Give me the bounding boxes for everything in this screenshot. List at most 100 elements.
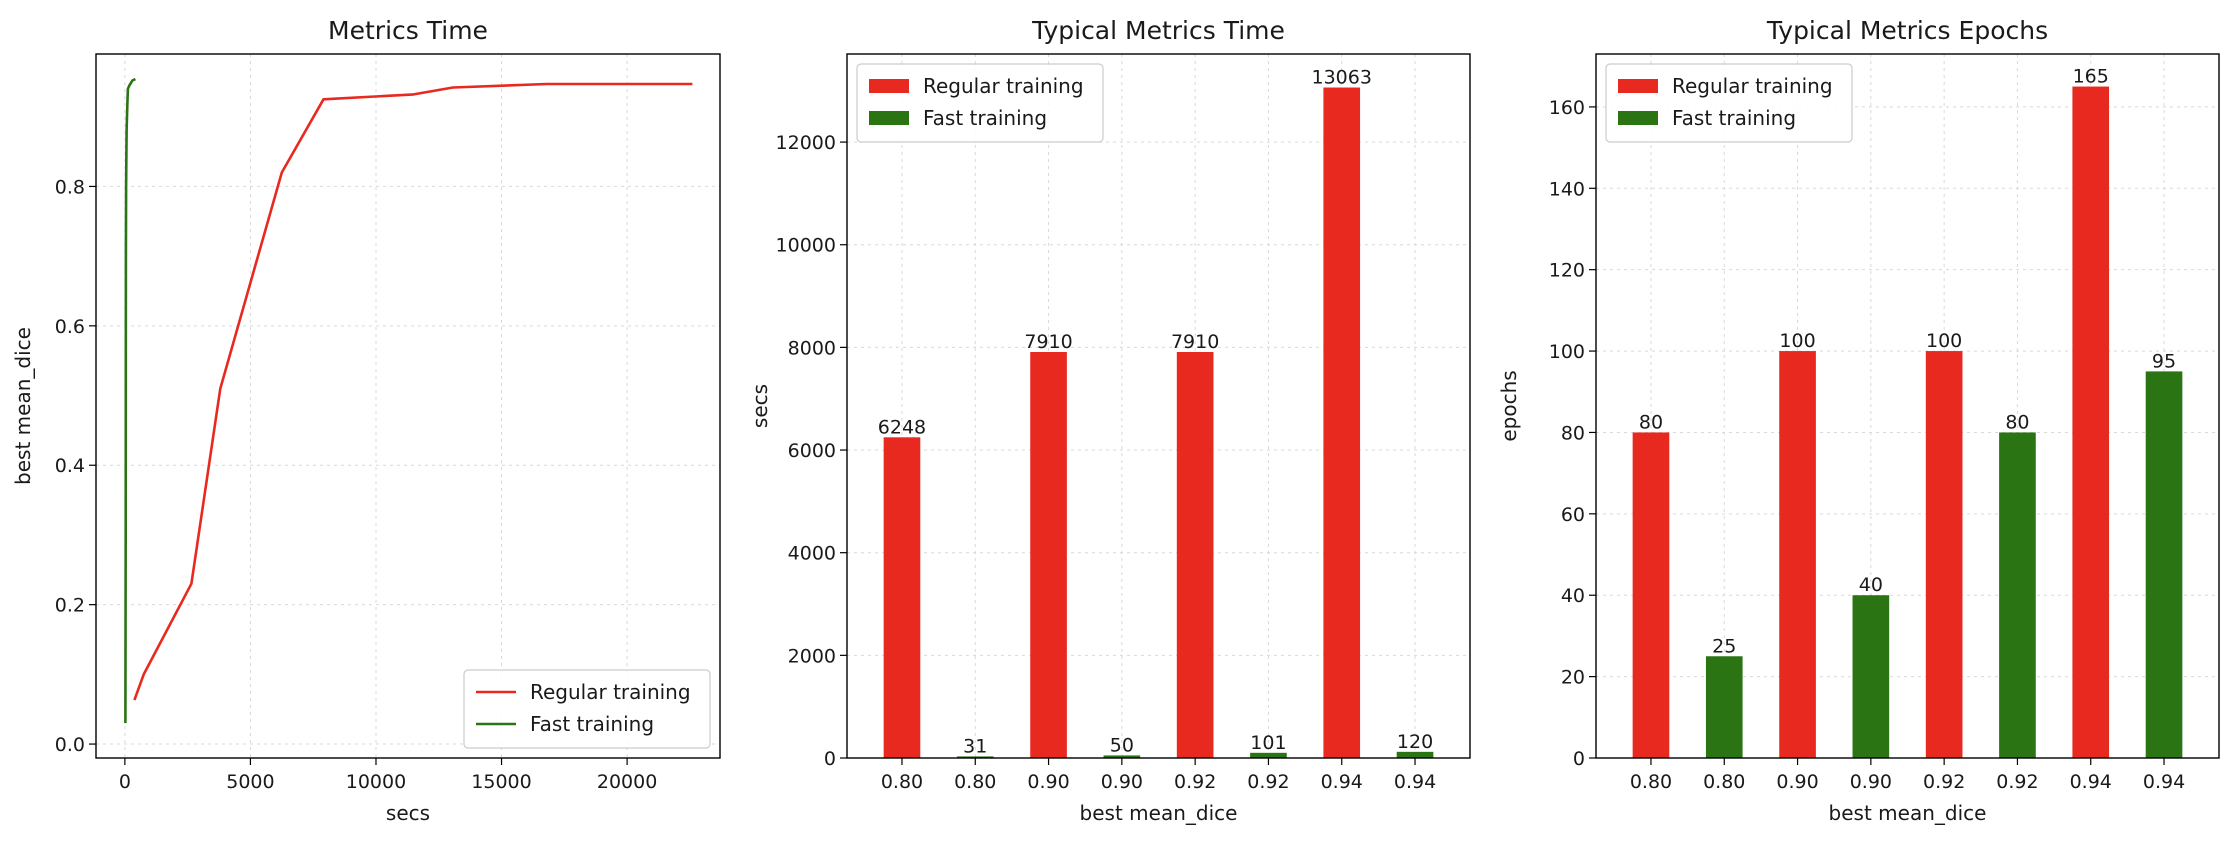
bar-regular <box>1632 432 1670 758</box>
bar-data-label: 6248 <box>878 416 926 438</box>
bar-data-label: 25 <box>1712 635 1736 657</box>
x-tick-label: 0.80 <box>954 771 996 793</box>
y-tick-label: 0.8 <box>55 176 85 198</box>
bar-regular <box>2072 86 2110 758</box>
y-tick-label: 12000 <box>776 132 836 154</box>
y-tick-label: 0.2 <box>55 595 85 617</box>
chart-metrics-time: 0.0 0.2 0.4 0.6 0.8 Metrics Time secs best mean… <box>11 16 721 825</box>
x-tick-label: 0.92 <box>1996 771 2038 793</box>
x-tick-label: 0.94 <box>2143 771 2185 793</box>
plot-frame <box>846 53 1471 759</box>
legend-box <box>1605 63 1853 143</box>
y-axis-label: secs <box>748 384 772 428</box>
legend-box <box>463 669 711 749</box>
y-tick-label: 0 <box>824 748 836 770</box>
x-tick-label: 0.90 <box>1101 771 1143 793</box>
bar-data-label: 165 <box>2073 66 2109 88</box>
y-tick-label: 0.4 <box>55 455 85 477</box>
legend-swatch-regular <box>1618 79 1658 93</box>
chart-title: Typical Metrics Time <box>1031 16 1285 45</box>
bar-fast <box>2145 371 2183 758</box>
bar-fast <box>1396 751 1434 758</box>
bar-regular <box>1323 87 1361 758</box>
chart-title: Typical Metrics Epochs <box>1766 16 2048 45</box>
legend-label-regular: Regular training <box>1672 74 1833 98</box>
x-tick-label: 0.80 <box>1703 771 1745 793</box>
series-line-regular <box>133 82 693 701</box>
x-axis-label: best mean_dice <box>1080 801 1238 825</box>
bar-regular <box>1779 351 1816 758</box>
y-tick-label: 120 <box>1549 260 1585 282</box>
x-tick-label: 5000 <box>226 771 274 793</box>
x-axis-label: secs <box>386 801 430 825</box>
y-tick-label: 60 <box>1561 504 1585 526</box>
legend-label-fast: Fast training <box>530 712 654 736</box>
bar-data-label: 100 <box>1926 330 1962 352</box>
y-tick-label: 8000 <box>788 337 836 359</box>
bar-data-label: 7910 <box>1024 331 1072 353</box>
y-tick-label: 0.6 <box>55 316 85 338</box>
y-tick-label: 0 <box>1573 748 1585 770</box>
legend-swatch-fast <box>869 111 909 125</box>
bar-data-label: 80 <box>2005 411 2029 433</box>
x-tick-label: 0.94 <box>1394 771 1436 793</box>
bar-data-label: 13063 <box>1312 67 1372 89</box>
bar-regular <box>1176 352 1214 758</box>
legend-label-fast: Fast training <box>923 106 1047 130</box>
legend-swatch-regular <box>869 79 909 93</box>
bar-data-label: 80 <box>1639 411 1663 433</box>
bar-data-label: 40 <box>1859 574 1883 596</box>
x-tick-label: 0.94 <box>1321 771 1363 793</box>
y-tick-label: 80 <box>1561 422 1585 444</box>
bar-fast <box>956 756 994 758</box>
x-tick-label: 0.94 <box>2070 771 2112 793</box>
bar-data-label: 50 <box>1110 734 1134 756</box>
plot-frame <box>1595 53 2220 759</box>
bar-data-label: 100 <box>1779 330 1815 352</box>
chart-typical-metrics-time: 0 2000 4000 6000 8000 10000 12000 Typical Metri… <box>748 16 1471 825</box>
plot-frame <box>95 53 721 759</box>
y-tick-label: 0.0 <box>55 734 85 756</box>
x-tick-label: 20000 <box>597 771 657 793</box>
y-tick-label: 140 <box>1549 178 1585 200</box>
bar-data-label: 120 <box>1397 731 1433 753</box>
y-tick-label: 160 <box>1549 97 1585 119</box>
bar-regular <box>1925 351 1963 758</box>
bar-regular <box>883 437 921 758</box>
y-tick-label: 100 <box>1549 341 1585 363</box>
bar-data-label: 31 <box>963 735 987 757</box>
x-tick-label: 0.90 <box>1027 771 1069 793</box>
bar-data-label: 95 <box>2152 350 2176 372</box>
x-tick-label: 0.80 <box>881 771 923 793</box>
y-tick-label: 4000 <box>788 543 836 565</box>
bar-fast <box>1250 752 1287 758</box>
legend-label-regular: Regular training <box>530 680 691 704</box>
y-tick-label: 40 <box>1561 585 1585 607</box>
x-axis-label: best mean_dice <box>1829 801 1987 825</box>
x-tick-label: 15000 <box>471 771 531 793</box>
legend-label-fast: Fast training <box>1672 106 1796 130</box>
bar-data-label: 101 <box>1250 732 1286 754</box>
x-tick-label: 0 <box>119 771 131 793</box>
x-tick-label: 0.92 <box>1174 771 1216 793</box>
bar-data-label: 7910 <box>1171 331 1219 353</box>
x-tick-label: 0.80 <box>1630 771 1672 793</box>
x-tick-label: 0.90 <box>1850 771 1892 793</box>
x-tick-label: 0.92 <box>1923 771 1965 793</box>
x-tick-label: 0.92 <box>1247 771 1289 793</box>
x-tick-label: 10000 <box>346 771 406 793</box>
legend-swatch-fast <box>1618 111 1658 125</box>
chart-title: Metrics Time <box>328 16 488 45</box>
series-line-fast <box>124 77 136 724</box>
y-tick-label: 2000 <box>788 645 836 667</box>
bar-regular <box>1030 352 1067 758</box>
y-tick-label: 20 <box>1561 667 1585 689</box>
bar-fast <box>1705 656 1743 758</box>
chart-typical-metrics-epochs: 0 20 40 60 80 100 120 140 160 Typical Metrics Epo… <box>1497 16 2220 825</box>
legend-label-regular: Regular training <box>923 74 1084 98</box>
y-tick-label: 10000 <box>776 235 836 257</box>
bar-fast <box>1999 432 2036 758</box>
